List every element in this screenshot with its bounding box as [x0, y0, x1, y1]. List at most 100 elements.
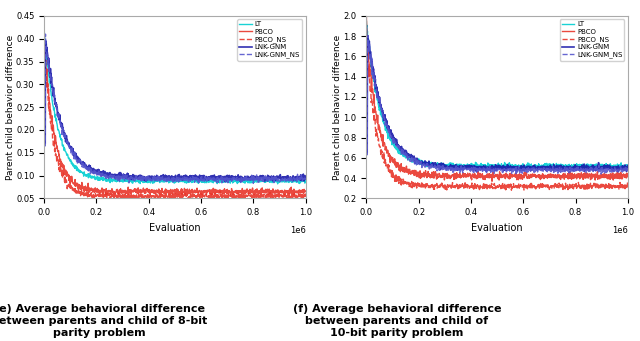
LNK-GNM_NS — [156, 179, 163, 183]
Line: LT: LT — [367, 21, 628, 170]
PBCO — [146, 188, 154, 192]
PBCO_NS — [542, 182, 550, 187]
LT — [146, 179, 154, 183]
PBCO_NS — [244, 195, 252, 199]
PBCO — [468, 173, 476, 177]
LT — [220, 179, 228, 183]
Line: LT: LT — [44, 26, 306, 184]
PBCO — [182, 193, 189, 197]
PBCO_NS — [147, 193, 154, 197]
Y-axis label: Parent child behavior difference: Parent child behavior difference — [333, 34, 342, 180]
Y-axis label: Parent child behavior difference: Parent child behavior difference — [6, 34, 15, 180]
PBCO — [220, 190, 228, 194]
PBCO — [156, 189, 163, 193]
LNK-GNM — [244, 176, 252, 180]
Line: PBCO: PBCO — [367, 16, 628, 181]
LT — [244, 181, 252, 185]
Text: 1e6: 1e6 — [612, 226, 628, 235]
PBCO_NS — [249, 197, 257, 201]
LNK-GNM — [40, 64, 48, 68]
LNK-GNM — [571, 165, 579, 169]
LT — [542, 162, 550, 166]
X-axis label: Evaluation: Evaluation — [149, 223, 201, 233]
PBCO_NS — [67, 186, 75, 190]
Line: PBCO_NS: PBCO_NS — [44, 30, 306, 200]
PBCO — [624, 175, 632, 179]
LNK-GNM — [156, 175, 163, 179]
LNK-GNM_NS — [571, 167, 579, 171]
LNK-GNM_NS — [597, 172, 605, 176]
Legend: LT, PBCO, PBCO_NS, LNK-GNM, LNK-GNM_NS: LT, PBCO, PBCO_NS, LNK-GNM, LNK-GNM_NS — [237, 19, 302, 61]
LT — [363, 19, 371, 23]
Text: 1e6: 1e6 — [290, 226, 306, 235]
Legend: LT, PBCO, PBCO_NS, LNK-GNM, LNK-GNM_NS: LT, PBCO, PBCO_NS, LNK-GNM, LNK-GNM_NS — [559, 19, 625, 61]
LNK-GNM_NS — [250, 181, 257, 186]
LNK-GNM_NS — [249, 174, 257, 178]
LNK-GNM_NS — [389, 136, 397, 140]
LNK-GNM — [624, 163, 632, 167]
LNK-GNM — [42, 39, 50, 43]
LNK-GNM — [302, 177, 310, 181]
LT — [67, 159, 75, 163]
LT — [274, 182, 282, 186]
Text: (f) Average behavioral difference
between parents and child of
10-bit parity pro: (f) Average behavioral difference betwee… — [292, 305, 501, 338]
PBCO_NS — [567, 183, 575, 187]
LT — [477, 163, 485, 167]
LNK-GNM — [221, 180, 229, 184]
LNK-GNM_NS — [477, 166, 485, 170]
LT — [40, 24, 48, 28]
PBCO_NS — [131, 198, 139, 202]
LT — [589, 168, 597, 173]
LNK-GNM_NS — [468, 167, 476, 172]
LNK-GNM — [220, 175, 228, 179]
PBCO_NS — [220, 194, 228, 198]
LNK-GNM_NS — [40, 69, 48, 73]
LNK-GNM — [614, 170, 622, 174]
LNK-GNM — [389, 133, 397, 137]
Text: (e) Average behavioral difference
between parents and child of 8-bit
parity prob: (e) Average behavioral difference betwee… — [0, 305, 207, 338]
LNK-GNM_NS — [566, 169, 574, 173]
PBCO_NS — [40, 28, 48, 32]
LT — [624, 164, 632, 168]
PBCO — [40, 23, 48, 27]
LNK-GNM — [477, 164, 485, 168]
LT — [249, 180, 257, 184]
PBCO — [488, 179, 496, 183]
Line: LNK-GNM: LNK-GNM — [367, 26, 628, 172]
PBCO — [389, 158, 397, 162]
LNK-GNM — [542, 168, 550, 172]
LNK-GNM — [67, 147, 75, 151]
LT — [156, 179, 163, 183]
PBCO — [542, 175, 550, 179]
LNK-GNM_NS — [302, 177, 310, 181]
Line: LNK-GNM_NS: LNK-GNM_NS — [44, 34, 306, 183]
LT — [468, 166, 476, 170]
PBCO — [302, 189, 310, 193]
PBCO — [244, 192, 252, 196]
LNK-GNM_NS — [542, 167, 550, 171]
LT — [566, 165, 574, 169]
LNK-GNM_NS — [363, 26, 371, 30]
LNK-GNM — [363, 24, 371, 28]
LNK-GNM_NS — [220, 179, 228, 183]
PBCO — [477, 174, 485, 178]
LT — [302, 179, 310, 183]
X-axis label: Evaluation: Evaluation — [471, 223, 523, 233]
PBCO — [363, 14, 371, 18]
LNK-GNM_NS — [67, 147, 75, 151]
Line: PBCO_NS: PBCO_NS — [367, 21, 628, 190]
PBCO_NS — [363, 19, 371, 23]
LNK-GNM — [147, 176, 154, 180]
LT — [389, 143, 397, 147]
PBCO_NS — [156, 194, 163, 198]
PBCO_NS — [477, 184, 485, 188]
LNK-GNM_NS — [147, 177, 154, 181]
PBCO_NS — [468, 184, 476, 188]
PBCO_NS — [389, 175, 397, 179]
LT — [571, 165, 579, 169]
PBCO — [249, 190, 257, 194]
Line: LNK-GNM: LNK-GNM — [44, 41, 306, 182]
PBCO_NS — [302, 195, 310, 199]
PBCO_NS — [572, 186, 579, 190]
Line: PBCO: PBCO — [44, 25, 306, 195]
